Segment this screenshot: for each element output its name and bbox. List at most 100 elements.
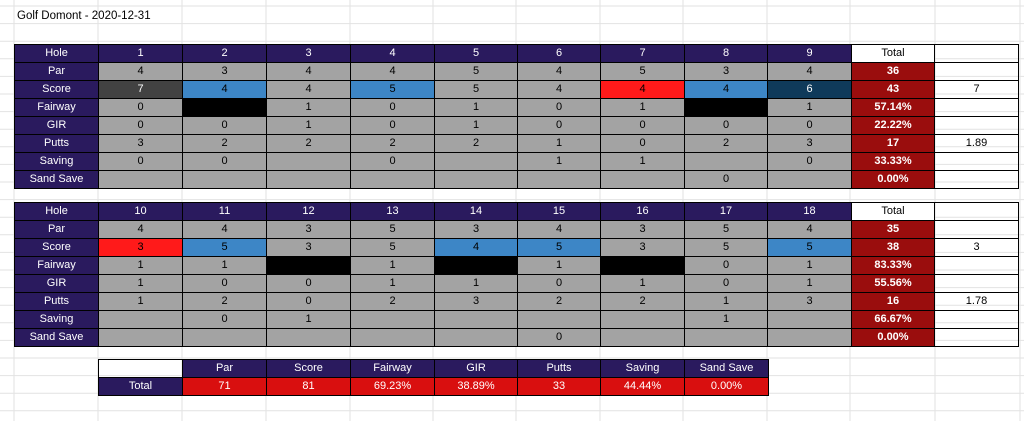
fairway-cell[interactable]: 1: [767, 256, 852, 275]
putts-cell[interactable]: 2: [182, 292, 267, 311]
sand-save-cell[interactable]: [266, 328, 351, 347]
gir-cell[interactable]: 0: [600, 116, 685, 135]
putts-cell[interactable]: 3: [98, 134, 183, 153]
score-cell[interactable]: 5: [182, 238, 267, 257]
total-sand-save[interactable]: 0.00%: [851, 170, 935, 189]
saving-cell[interactable]: [600, 310, 685, 329]
side-fairway[interactable]: [934, 98, 1019, 117]
score-cell[interactable]: 5: [434, 80, 518, 99]
saving-cell[interactable]: 0: [98, 152, 183, 171]
total-putts[interactable]: 16: [851, 292, 935, 311]
gir-cell[interactable]: 1: [434, 116, 518, 135]
gir-cell[interactable]: 0: [98, 116, 183, 135]
summary-header[interactable]: Saving: [600, 359, 685, 378]
sand-save-cell[interactable]: [600, 328, 685, 347]
row-label-putts[interactable]: Putts: [14, 134, 99, 153]
fairway-cell[interactable]: 0: [350, 98, 435, 117]
score-cell[interactable]: 4: [684, 80, 768, 99]
total-saving[interactable]: 33.33%: [851, 152, 935, 171]
gir-cell[interactable]: 0: [182, 116, 267, 135]
summary-header[interactable]: GIR: [434, 359, 518, 378]
saving-cell[interactable]: [350, 310, 435, 329]
side-par[interactable]: [934, 220, 1019, 239]
row-label-putts[interactable]: Putts: [14, 292, 99, 311]
putts-cell[interactable]: 1: [98, 292, 183, 311]
par-cell[interactable]: 3: [434, 220, 518, 239]
fairway-cell[interactable]: 1: [350, 256, 435, 275]
saving-cell[interactable]: [98, 310, 183, 329]
gir-cell[interactable]: 1: [434, 274, 518, 293]
summary-value[interactable]: 38.89%: [434, 377, 518, 396]
fairway-cell[interactable]: 1: [600, 98, 685, 117]
total-sand-save[interactable]: 0.00%: [851, 328, 935, 347]
hole-cell[interactable]: 10: [98, 202, 183, 221]
summary-header[interactable]: Score: [266, 359, 351, 378]
sand-save-cell[interactable]: [600, 170, 685, 189]
side-cell[interactable]: [934, 202, 1019, 221]
score-cell[interactable]: 5: [350, 80, 435, 99]
score-cell[interactable]: 5: [684, 238, 768, 257]
hole-cell[interactable]: 14: [434, 202, 518, 221]
saving-cell[interactable]: [767, 310, 852, 329]
sand-save-cell[interactable]: [434, 170, 518, 189]
gir-cell[interactable]: 0: [266, 274, 351, 293]
putts-cell[interactable]: 0: [600, 134, 685, 153]
sand-save-cell[interactable]: [684, 328, 768, 347]
fairway-cell[interactable]: 1: [98, 256, 183, 275]
putts-cell[interactable]: 2: [684, 134, 768, 153]
saving-cell[interactable]: [684, 152, 768, 171]
putts-cell[interactable]: 2: [350, 292, 435, 311]
sand-save-cell[interactable]: [98, 328, 183, 347]
saving-cell[interactable]: [434, 310, 518, 329]
par-cell[interactable]: 4: [517, 220, 601, 239]
par-cell[interactable]: 3: [684, 62, 768, 81]
score-cell[interactable]: 7: [98, 80, 183, 99]
saving-cell[interactable]: 0: [350, 152, 435, 171]
saving-cell[interactable]: [266, 152, 351, 171]
total-fairway[interactable]: 57.14%: [851, 98, 935, 117]
hole-cell[interactable]: 12: [266, 202, 351, 221]
gir-cell[interactable]: 0: [767, 116, 852, 135]
score-cell[interactable]: 4: [600, 80, 685, 99]
side-sand-save[interactable]: [934, 328, 1019, 347]
side-putts[interactable]: 1.78: [934, 292, 1019, 311]
par-cell[interactable]: 4: [98, 220, 183, 239]
sand-save-cell[interactable]: [350, 170, 435, 189]
row-label-sand-save[interactable]: Sand Save: [14, 328, 99, 347]
summary-value[interactable]: 44.44%: [600, 377, 685, 396]
putts-cell[interactable]: 3: [767, 292, 852, 311]
total-fairway[interactable]: 83.33%: [851, 256, 935, 275]
par-cell[interactable]: 4: [266, 62, 351, 81]
summary-value[interactable]: 69.23%: [350, 377, 435, 396]
row-label-fairway[interactable]: Fairway: [14, 256, 99, 275]
score-cell[interactable]: 5: [517, 238, 601, 257]
par-cell[interactable]: 3: [600, 220, 685, 239]
saving-cell[interactable]: [434, 152, 518, 171]
hole-cell[interactable]: 11: [182, 202, 267, 221]
gir-cell[interactable]: 0: [517, 274, 601, 293]
hole-cell[interactable]: 1: [98, 44, 183, 63]
total-saving[interactable]: 66.67%: [851, 310, 935, 329]
putts-cell[interactable]: 2: [600, 292, 685, 311]
summary-value[interactable]: 33: [517, 377, 601, 396]
gir-cell[interactable]: 1: [98, 274, 183, 293]
saving-cell[interactable]: 0: [767, 152, 852, 171]
side-saving[interactable]: [934, 152, 1019, 171]
hole-cell[interactable]: 17: [684, 202, 768, 221]
fairway-cell[interactable]: 1: [434, 98, 518, 117]
saving-cell[interactable]: 1: [600, 152, 685, 171]
total-header[interactable]: Total: [851, 44, 935, 63]
putts-cell[interactable]: 2: [517, 292, 601, 311]
sand-save-cell[interactable]: [182, 170, 267, 189]
saving-cell[interactable]: 1: [684, 310, 768, 329]
gir-cell[interactable]: 0: [684, 116, 768, 135]
sand-save-cell[interactable]: [182, 328, 267, 347]
sand-save-cell[interactable]: [350, 328, 435, 347]
sand-save-cell[interactable]: [266, 170, 351, 189]
score-cell[interactable]: 6: [767, 80, 852, 99]
total-header[interactable]: Total: [851, 202, 935, 221]
sand-save-cell[interactable]: [517, 170, 601, 189]
par-cell[interactable]: 4: [517, 62, 601, 81]
gir-cell[interactable]: 1: [600, 274, 685, 293]
gir-cell[interactable]: 0: [684, 274, 768, 293]
